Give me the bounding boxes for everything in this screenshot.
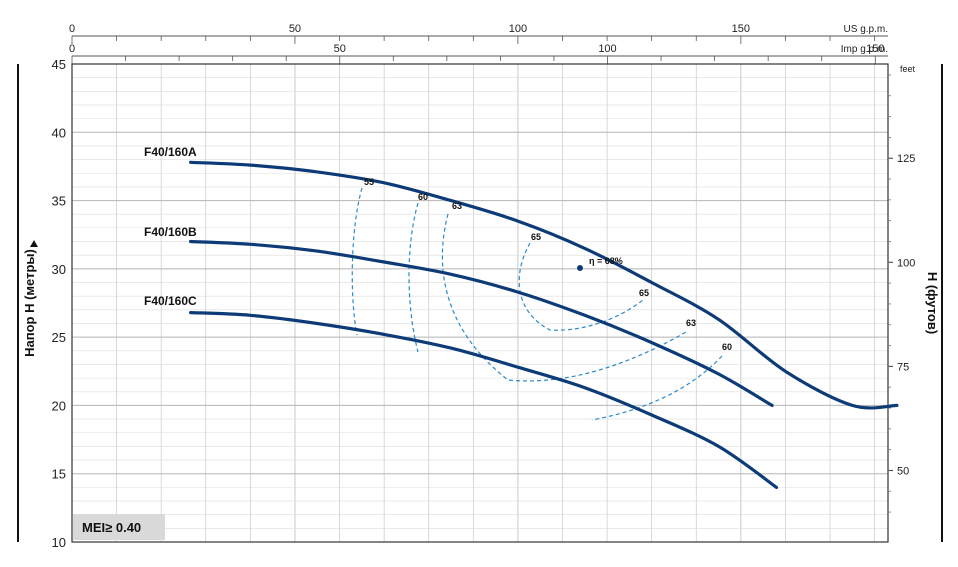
mei-label: MEI≥ 0.40 <box>82 520 141 535</box>
eff-contour-65 <box>518 242 644 331</box>
pump-curves <box>189 160 899 489</box>
y-axis-label: Напор H (метры) <box>22 249 37 357</box>
us-tick-label: 100 <box>509 23 527 35</box>
plot-frame <box>71 63 889 543</box>
y-tick-label: 25 <box>52 330 66 345</box>
imp-gpm-scale: 0 50 100 150 Imp g.p.m. <box>69 43 888 64</box>
y-axis-arrow-icon <box>30 240 38 247</box>
right-axis-label: H (футов) <box>925 272 940 334</box>
series-line-f40-160b <box>189 239 774 407</box>
series-line-f40-160c <box>189 311 779 489</box>
feet-tick-label: 75 <box>897 361 909 373</box>
y-tick-label: 40 <box>52 125 66 140</box>
feet-units: feet <box>900 64 916 74</box>
eff-contour-55 <box>351 187 363 336</box>
eff-label-65-right: 65 <box>639 288 649 298</box>
y-tick-label: 30 <box>52 262 66 277</box>
efficiency-contours <box>351 187 723 421</box>
eff-label-60: 60 <box>418 192 428 202</box>
imp-tick-label: 100 <box>598 43 616 55</box>
imp-tick-label: 150 <box>866 43 884 55</box>
y-tick-label: 35 <box>52 194 66 209</box>
us-gpm-scale: 0 50 100 150 US g.p.m. <box>69 23 888 44</box>
eff-contour-60 <box>408 202 419 353</box>
imp-tick-label: 0 <box>69 43 75 55</box>
eff-contour-60-right <box>591 355 723 421</box>
y-tick-label: 20 <box>52 398 66 413</box>
mei-badge <box>73 514 165 540</box>
feet-tick-label: 100 <box>897 257 915 269</box>
best-efficiency-point <box>577 265 583 271</box>
y-tick-label: 15 <box>52 467 66 482</box>
eff-label-63: 63 <box>452 201 462 211</box>
y-tick-label: 45 <box>52 57 66 72</box>
y-tick-label: 10 <box>52 535 66 550</box>
us-tick-label: 50 <box>289 23 301 35</box>
feet-axis-ticks: 50 75 100 125 <box>888 74 915 513</box>
y-axis-ticks: 10 15 20 25 30 35 40 45 <box>52 57 66 550</box>
imp-tick-label: 50 <box>334 43 346 55</box>
eff-label-63-right: 63 <box>686 318 696 328</box>
feet-tick-label: 125 <box>897 153 915 165</box>
eff-label-68: η = 68% <box>589 256 623 266</box>
eff-label-60-right: 60 <box>722 342 732 352</box>
series-label-f40-160a: F40/160A <box>144 145 197 159</box>
feet-tick-label: 50 <box>897 465 909 477</box>
series-label-f40-160c: F40/160C <box>144 294 197 308</box>
imp-gpm-units: Imp g.p.m. <box>841 44 888 55</box>
us-tick-label: 0 <box>69 23 75 35</box>
series-line-f40-160a <box>189 160 899 410</box>
eff-label-55: 55 <box>364 177 374 187</box>
us-tick-label: 150 <box>732 23 750 35</box>
eff-label-65: 65 <box>531 232 541 242</box>
series-label-f40-160b: F40/160B <box>144 225 197 239</box>
us-gpm-units: US g.p.m. <box>844 24 888 35</box>
